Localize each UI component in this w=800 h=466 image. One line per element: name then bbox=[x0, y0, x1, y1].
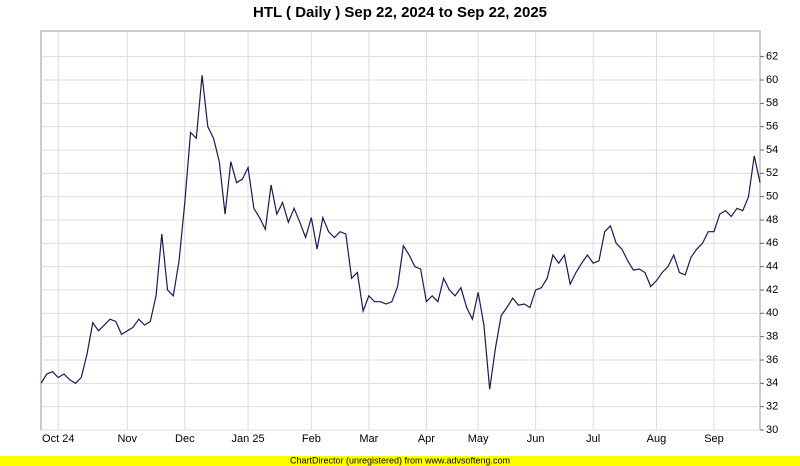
chart-title: HTL ( Daily ) Sep 22, 2024 to Sep 22, 20… bbox=[253, 4, 547, 21]
x-tick-label: Nov bbox=[117, 433, 137, 445]
x-tick-label: Jun bbox=[527, 433, 545, 445]
x-tick-label: Mar bbox=[359, 433, 378, 445]
x-tick-label: May bbox=[468, 433, 489, 445]
y-tick-label: 58 bbox=[766, 97, 778, 109]
y-tick-label: 30 bbox=[766, 424, 778, 436]
y-tick-label: 44 bbox=[766, 261, 778, 273]
y-tick-label: 36 bbox=[766, 354, 778, 366]
x-tick-label: Oct 24 bbox=[42, 433, 74, 445]
y-tick-label: 62 bbox=[766, 51, 778, 63]
y-tick-label: 52 bbox=[766, 167, 778, 179]
y-tick-label: 40 bbox=[766, 307, 778, 319]
y-tick-label: 56 bbox=[766, 121, 778, 133]
footer: ChartDirector (unregistered) from www.ad… bbox=[290, 455, 510, 465]
y-tick-label: 50 bbox=[766, 191, 778, 203]
x-tick-label: Jan 25 bbox=[232, 433, 265, 445]
y-tick-label: 32 bbox=[766, 401, 778, 413]
x-tick-label: Sep bbox=[704, 433, 724, 445]
y-tick-label: 54 bbox=[766, 144, 778, 156]
y-tick-label: 34 bbox=[766, 377, 778, 389]
footer-bar bbox=[0, 456, 800, 466]
y-tick-label: 38 bbox=[766, 331, 778, 343]
x-tick-label: Aug bbox=[647, 433, 667, 445]
x-tick-label: Jul bbox=[586, 433, 600, 445]
plot-area bbox=[40, 30, 761, 431]
y-tick-label: 60 bbox=[766, 74, 778, 86]
price-line bbox=[40, 75, 761, 390]
x-tick-label: Dec bbox=[175, 433, 195, 445]
x-tick-label: Feb bbox=[302, 433, 321, 445]
y-tick-label: 42 bbox=[766, 284, 778, 296]
y-tick-label: 46 bbox=[766, 237, 778, 249]
x-tick-label: Apr bbox=[418, 433, 435, 445]
y-tick-label: 48 bbox=[766, 214, 778, 226]
